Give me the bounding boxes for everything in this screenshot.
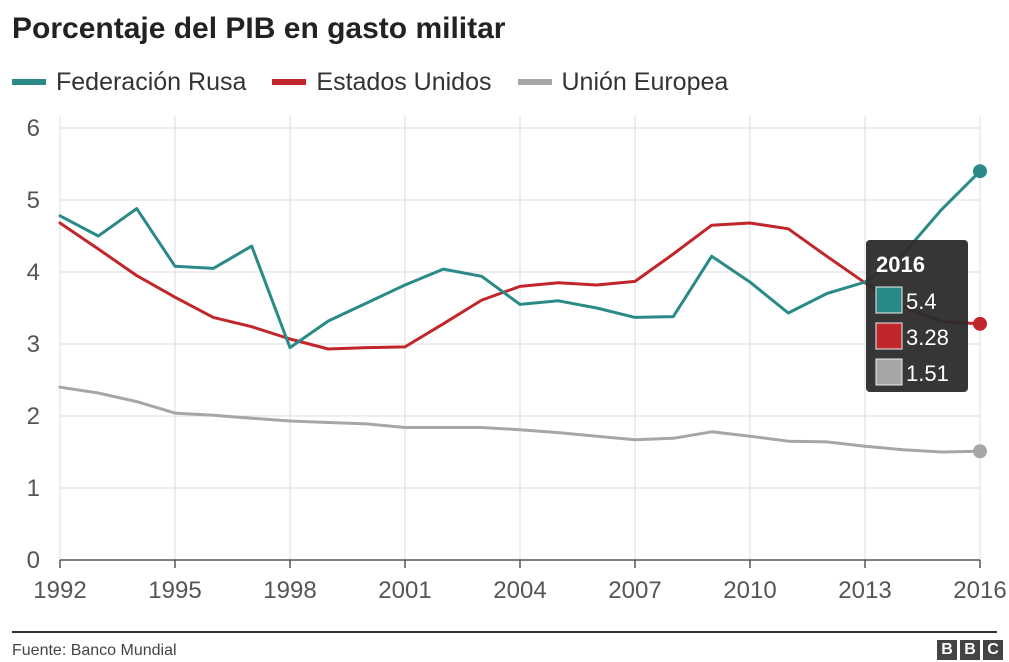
x-tick-label: 2010 (723, 577, 776, 604)
series-line (58, 385, 982, 454)
line-chart: 0 1 2 3 4 5 6 1992 1995 1998 2001 2004 2007 2010 2013 2… (27, 115, 1007, 604)
legend-swatch (272, 79, 307, 85)
legend-item: Unión Europea (517, 67, 729, 97)
tooltip-swatch (875, 286, 903, 314)
tooltip-box (866, 240, 968, 392)
y-tick-label: 5 (27, 187, 40, 214)
legend-label: Federación Rusa (56, 67, 247, 96)
series-endpoint (973, 444, 987, 459)
gridlines (59, 116, 981, 560)
x-tick-label: 1992 (33, 577, 86, 604)
axes: 0 1 2 3 4 5 6 1992 1995 1998 2001 2004 2007 2010 2013 2… (27, 115, 1007, 604)
x-tick-label: 1995 (148, 577, 201, 604)
legend-item: Federación Rusa (12, 68, 246, 97)
legend-label: Unión Europea (561, 67, 729, 96)
x-tick-label: 1998 (263, 577, 316, 604)
legend-swatch (12, 79, 46, 85)
hover-tooltip: 2016 5.4 3.28 1.51 (866, 240, 968, 392)
source-divider (12, 631, 997, 633)
series-endpoint (973, 316, 987, 331)
y-tick-label: 4 (27, 259, 40, 286)
chart-title: Porcentaje del PIB en gasto militar (12, 12, 506, 45)
tooltip-year: 2016 (876, 252, 925, 277)
bbc-logo-letter: B (960, 640, 980, 660)
legend: Federación Rusa Estados Unidos Unión Europ… (12, 66, 728, 98)
bbc-logo-letter: C (983, 640, 1003, 660)
x-tick-label: 2001 (378, 577, 431, 604)
source-note: Fuente: Banco Mundial (12, 642, 177, 659)
x-tick-label: 2013 (838, 577, 891, 604)
y-tick-label: 6 (27, 115, 40, 142)
series-endpoint (973, 164, 987, 179)
legend-label: Estados Unidos (316, 67, 492, 96)
bbc-logo: B B C (937, 640, 1003, 660)
y-tick-label: 0 (27, 547, 40, 574)
tooltip-swatch (875, 358, 903, 386)
x-tick-label: 2016 (953, 577, 1006, 604)
y-tick-label: 2 (27, 403, 40, 430)
legend-item: Estados Unidos (272, 67, 492, 97)
y-tick-label: 1 (27, 475, 40, 502)
tooltip-value: 3.28 (906, 325, 949, 350)
bbc-logo-letter: B (937, 640, 957, 660)
series-lines (58, 164, 987, 459)
tooltip-value: 5.4 (906, 289, 937, 314)
tooltip-value: 1.51 (906, 361, 949, 386)
y-tick-label: 3 (27, 331, 40, 358)
tooltip-swatch (875, 322, 903, 350)
series-line (58, 169, 982, 350)
x-tick-label: 2004 (493, 577, 546, 604)
series-line (58, 221, 982, 351)
legend-swatch (517, 79, 552, 85)
x-tick-label: 2007 (608, 577, 661, 604)
